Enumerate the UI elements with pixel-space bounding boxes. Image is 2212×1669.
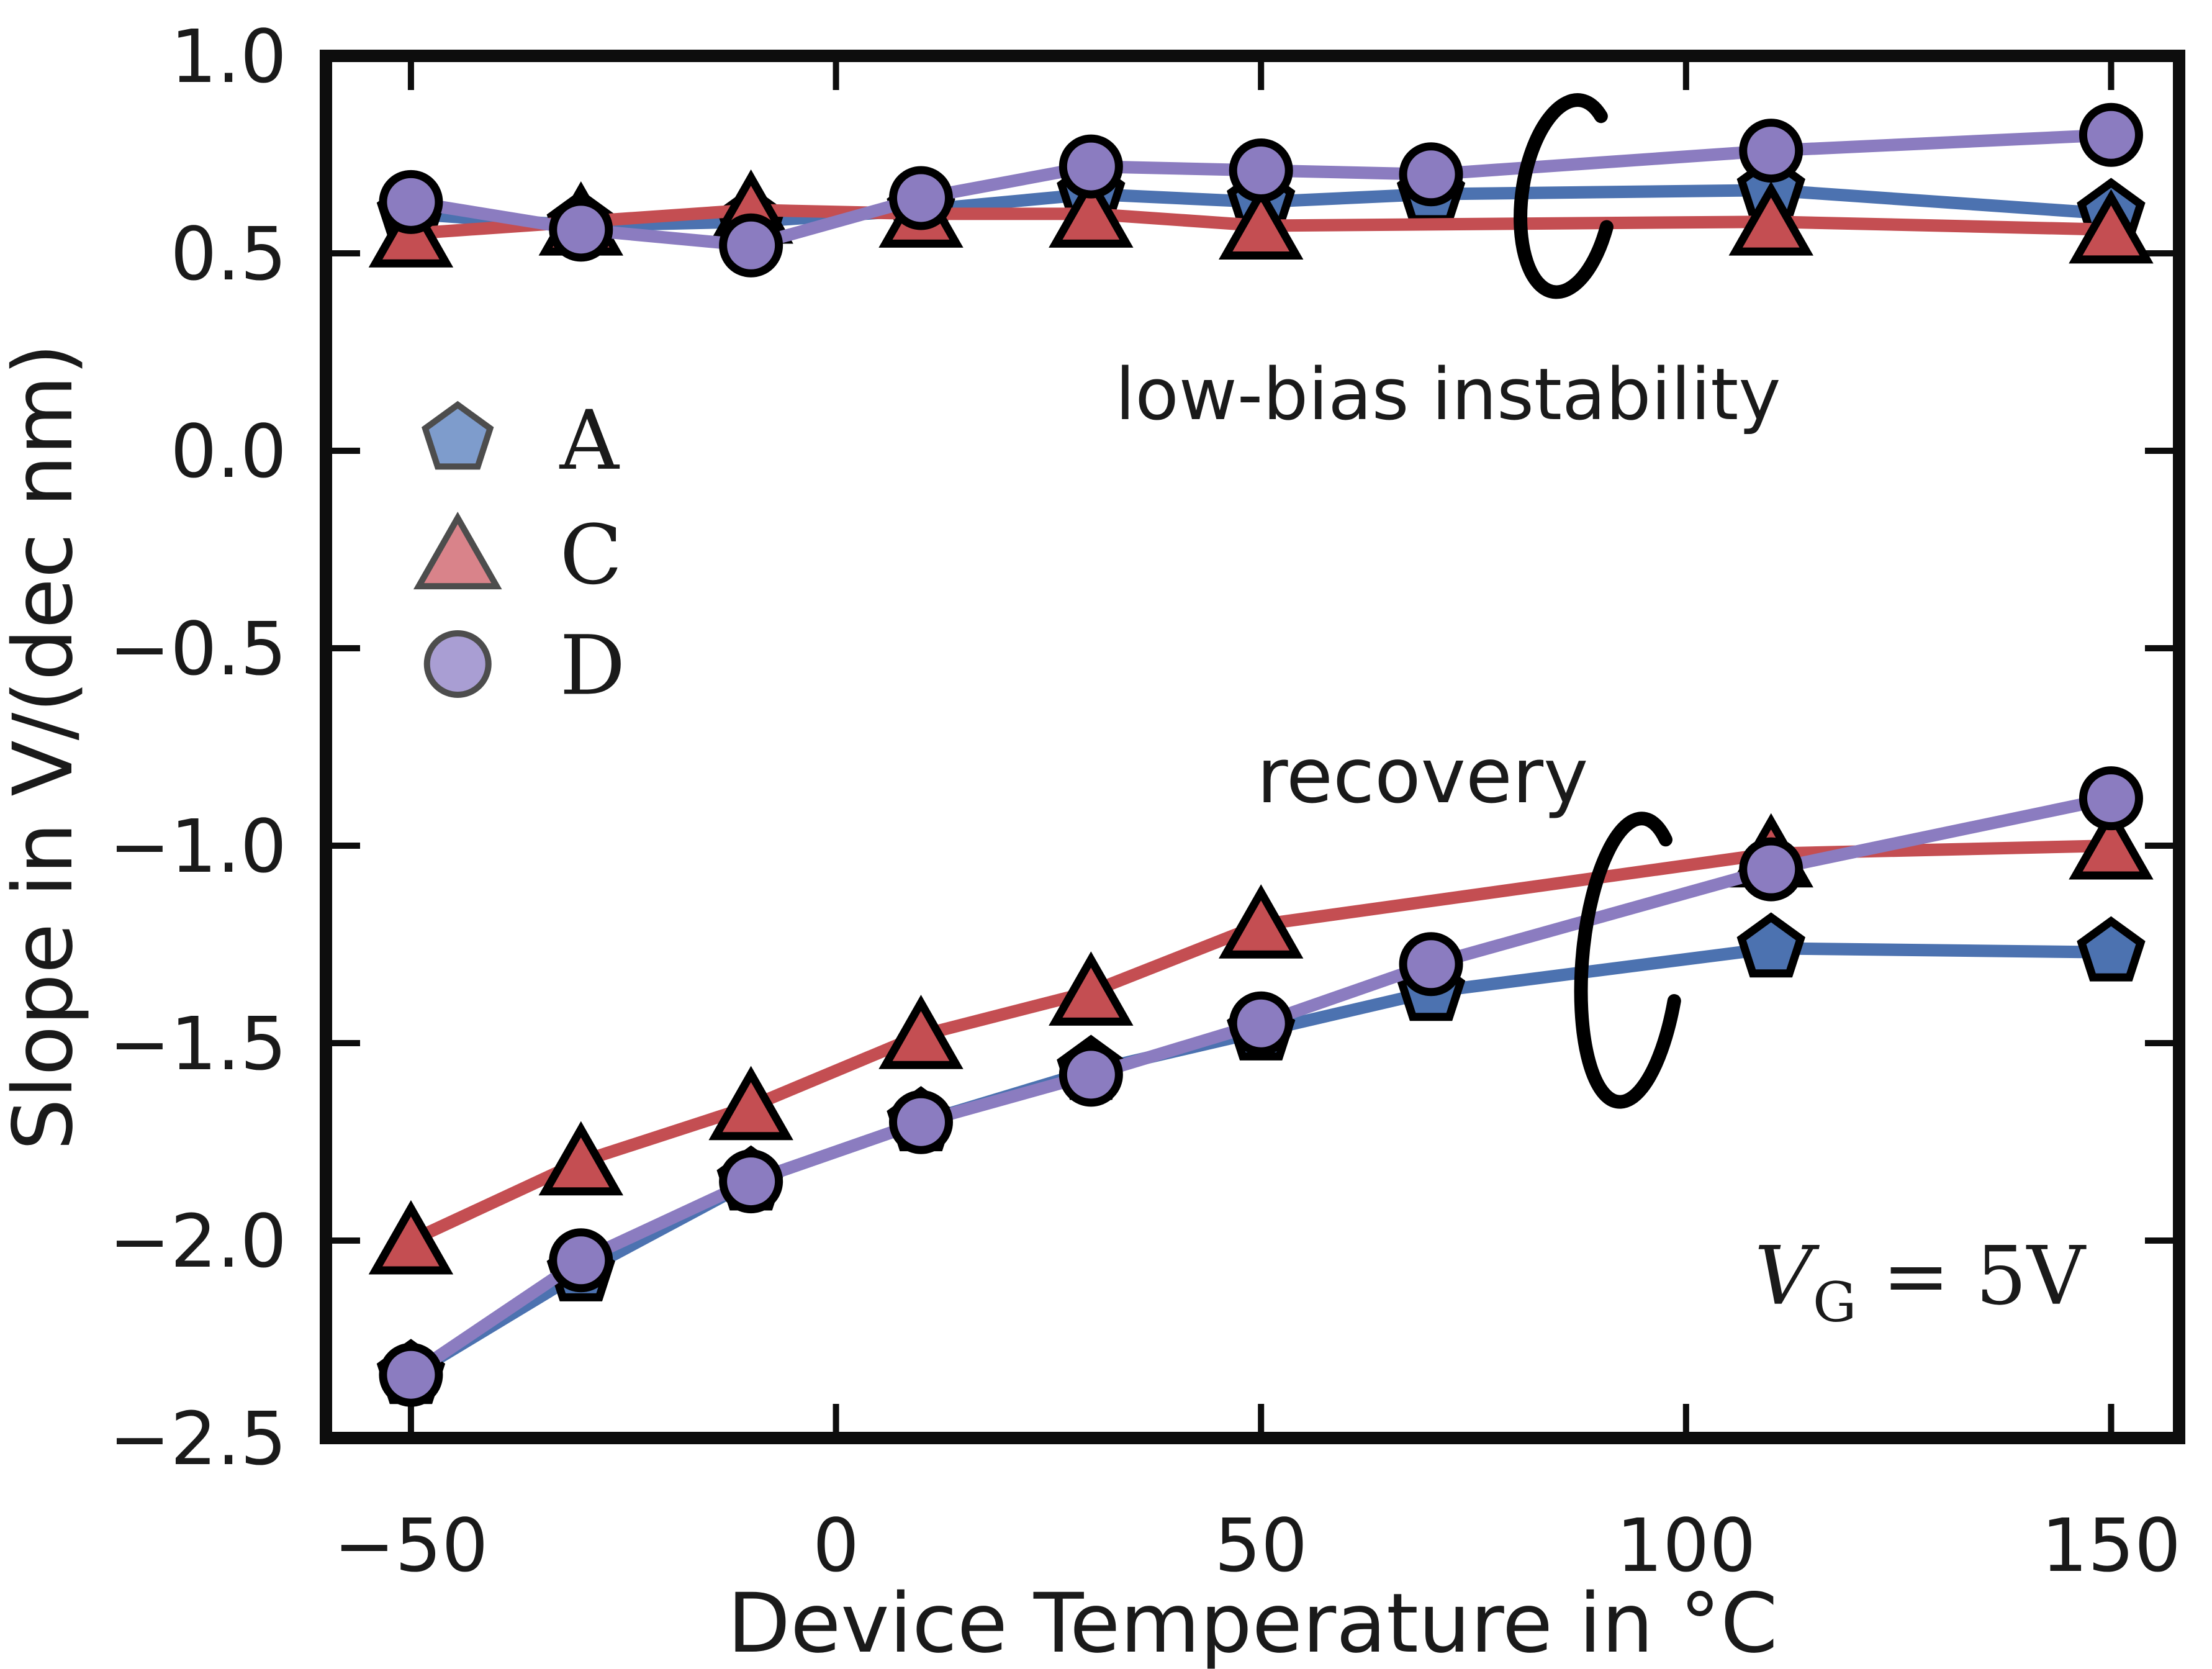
annotation-math: VG = 5V xyxy=(1754,1229,2087,1334)
y-tick-label: −1.0 xyxy=(109,803,287,889)
annotation-text-1: recovery xyxy=(1257,732,1588,820)
data-point-d-low-bias-instability xyxy=(379,170,443,234)
data-point-c-recovery xyxy=(1049,951,1134,1026)
data-point-d-low-bias-instability xyxy=(1229,138,1293,202)
legend-marker-c xyxy=(413,512,502,590)
y-tick-label: −2.5 xyxy=(109,1396,287,1481)
data-point-d-low-bias-instability xyxy=(1399,142,1463,207)
legend-marker-a xyxy=(422,400,494,470)
ellipse-annotation-path-0 xyxy=(1514,93,1614,299)
data-point-d-low-bias-instability xyxy=(719,213,783,278)
data-point-d-recovery xyxy=(719,1149,783,1214)
y-axis-label: Slope in V/(dec nm) xyxy=(0,343,91,1151)
legend-label-a: A xyxy=(559,393,620,489)
legend-label-d: D xyxy=(560,618,626,713)
ellipse-annotation-1 xyxy=(1574,812,1681,1109)
data-point-d-low-bias-instability xyxy=(1059,134,1123,199)
ellipse-annotation-path-1 xyxy=(1574,812,1681,1109)
data-point-c-recovery xyxy=(368,1200,454,1275)
data-point-d-recovery xyxy=(379,1342,443,1407)
data-point-c-low-bias-instability xyxy=(1728,181,1813,256)
data-point-d-recovery xyxy=(888,1090,953,1154)
x-tick-label: −50 xyxy=(333,1503,488,1588)
data-point-d-recovery xyxy=(1059,1043,1123,1107)
data-point-c-low-bias-instability xyxy=(1219,185,1304,260)
data-point-d-recovery xyxy=(549,1228,613,1293)
y-tick-label: 0.0 xyxy=(170,409,287,494)
x-tick-label: 0 xyxy=(813,1503,859,1588)
legend-marker-d xyxy=(423,630,492,698)
series-d-recovery xyxy=(379,766,2143,1407)
annotation-text-0: low-bias instability xyxy=(1115,353,1781,436)
data-point-a-recovery xyxy=(1736,912,1805,978)
x-tick-label: 100 xyxy=(1616,1503,1756,1588)
data-point-d-low-bias-instability xyxy=(888,166,953,230)
x-tick-label: 50 xyxy=(1214,1503,1307,1588)
plot-frame xyxy=(320,50,2185,1444)
data-point-c-low-bias-instability xyxy=(1049,173,1134,248)
data-point-d-low-bias-instability xyxy=(549,197,613,262)
y-tick-label: −0.5 xyxy=(109,606,287,692)
y-tick-label: −1.5 xyxy=(109,1001,287,1087)
data-point-d-low-bias-instability xyxy=(2079,102,2143,167)
series-line-c-recovery xyxy=(404,839,2118,1247)
x-axis-label: Device Temperature in °C xyxy=(728,1576,1778,1669)
data-point-d-recovery xyxy=(1229,991,1293,1056)
data-point-c-recovery xyxy=(1219,884,1304,959)
data-point-c-recovery xyxy=(708,1065,793,1141)
y-tick-label: −2.0 xyxy=(109,1198,287,1284)
y-tick-label: 1.0 xyxy=(170,14,287,99)
y-tick-label: 0.5 xyxy=(170,211,287,297)
data-point-d-recovery xyxy=(1739,837,1803,902)
data-point-c-recovery xyxy=(2069,805,2154,880)
series-d-low-bias-instability xyxy=(379,102,2143,278)
data-point-a-recovery xyxy=(2077,916,2146,982)
legend-label-c: C xyxy=(560,507,623,603)
ellipse-annotation-0 xyxy=(1514,93,1614,299)
tick-labels: −50 0 50 100 150 1.0 0.5 0.0 −0.5 −1.0 −1.5 −2.0 −2.… xyxy=(109,14,2181,1588)
data-point-c-recovery xyxy=(878,995,964,1069)
legend: ACD xyxy=(413,393,626,713)
data-point-d-recovery xyxy=(1399,932,1463,997)
data-point-c-low-bias-instability xyxy=(2069,189,2154,264)
data-point-d-low-bias-instability xyxy=(1739,119,1803,183)
data-point-d-recovery xyxy=(2079,766,2143,831)
x-tick-label: 150 xyxy=(2041,1503,2181,1588)
data-point-c-recovery xyxy=(538,1121,623,1196)
